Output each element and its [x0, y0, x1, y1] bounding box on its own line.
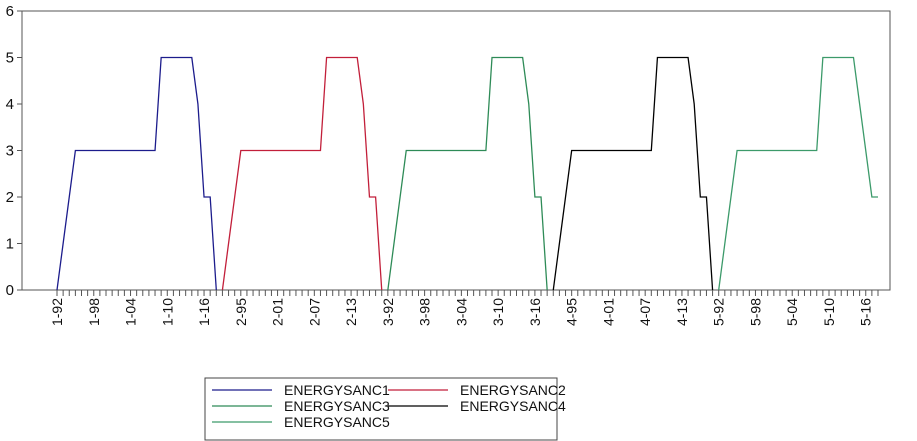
series-line [718, 56, 878, 291]
x-tick-label: 2-95 [233, 298, 249, 326]
legend-label: ENERGYSANC4 [460, 398, 566, 414]
x-tick-label: 2-07 [306, 298, 322, 326]
y-tick-label: 1 [6, 236, 14, 253]
legend-label: ENERGYSANC1 [284, 382, 390, 398]
y-tick-label: 2 [6, 189, 14, 206]
x-tick-label: 1-98 [86, 298, 102, 326]
x-tick-label: 4-07 [637, 298, 653, 326]
x-tick-label: 3-04 [453, 298, 469, 326]
x-tick-label: 5-04 [784, 298, 800, 326]
x-tick-label: 2-13 [343, 298, 359, 326]
y-tick-label: 4 [6, 96, 14, 113]
legend-box [204, 377, 558, 441]
x-tick-label: 5-10 [821, 298, 837, 326]
x-tick-label: 1-04 [123, 298, 139, 326]
x-tick-label: 3-92 [380, 298, 396, 326]
x-tick-label: 1-92 [49, 298, 65, 326]
y-tick-label: 0 [6, 282, 14, 299]
series-line [387, 56, 548, 291]
x-tick-label: 1-10 [159, 298, 175, 326]
x-tick-label: 2-01 [270, 298, 286, 326]
series-line [56, 56, 217, 291]
legend-label: ENERGYSANC5 [284, 414, 390, 430]
x-tick-label: 3-98 [417, 298, 433, 326]
x-tick-label: 3-10 [490, 298, 506, 326]
x-tick-label: 1-16 [196, 298, 212, 326]
x-tick-label: 3-16 [527, 298, 543, 326]
x-tick-label: 4-13 [674, 298, 690, 326]
x-tick-label: 4-01 [600, 298, 616, 326]
x-tick-label: 5-98 [747, 298, 763, 326]
x-tick-label: 4-95 [564, 298, 580, 326]
y-tick-label: 3 [6, 143, 14, 160]
y-tick-label: 5 [6, 50, 14, 67]
series-line [221, 56, 383, 291]
y-tick-label: 6 [6, 3, 14, 20]
x-tick-label: 5-92 [711, 298, 727, 326]
series-line [552, 56, 714, 291]
legend-label: ENERGYSANC2 [460, 382, 566, 398]
x-tick-label: 5-16 [858, 298, 874, 326]
legend-label: ENERGYSANC3 [284, 398, 390, 414]
